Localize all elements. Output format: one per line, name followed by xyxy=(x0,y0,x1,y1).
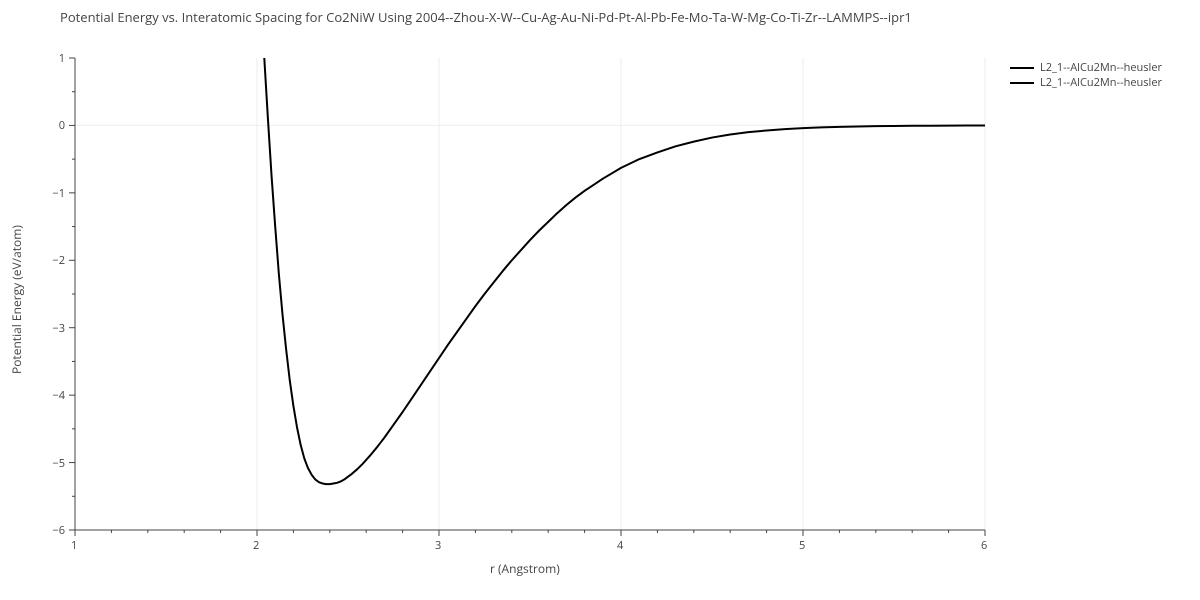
x-tick-label: 5 xyxy=(799,538,805,553)
y-tick-label: 0 xyxy=(59,118,65,133)
legend-label: L2_1--AlCu2Mn--heusler xyxy=(1040,75,1162,90)
chart-container: Potential Energy vs. Interatomic Spacing… xyxy=(0,0,1200,600)
legend-swatch xyxy=(1010,67,1034,69)
y-tick-label: −4 xyxy=(52,388,65,403)
y-tick-label: −3 xyxy=(52,321,65,336)
y-axis-label: Potential Energy (eV/atom) xyxy=(8,225,25,374)
y-tick-label: 1 xyxy=(59,51,65,66)
x-tick-label: 1 xyxy=(71,538,77,553)
series-line xyxy=(264,58,985,484)
y-tick-label: −1 xyxy=(52,186,65,201)
legend-label: L2_1--AlCu2Mn--heusler xyxy=(1040,60,1162,75)
y-tick-label: −6 xyxy=(52,523,65,538)
legend-item[interactable]: L2_1--AlCu2Mn--heusler xyxy=(1010,60,1162,75)
x-tick-label: 4 xyxy=(617,538,623,553)
legend: L2_1--AlCu2Mn--heuslerL2_1--AlCu2Mn--heu… xyxy=(1010,60,1162,90)
chart-svg xyxy=(0,0,1200,600)
legend-item[interactable]: L2_1--AlCu2Mn--heusler xyxy=(1010,75,1162,90)
x-tick-label: 2 xyxy=(253,538,259,553)
y-tick-label: −5 xyxy=(52,456,65,471)
x-axis-label: r (Angstrom) xyxy=(490,560,560,577)
y-tick-label: −2 xyxy=(52,253,65,268)
x-tick-label: 3 xyxy=(435,538,441,553)
legend-swatch xyxy=(1010,82,1034,84)
x-tick-label: 6 xyxy=(981,538,987,553)
